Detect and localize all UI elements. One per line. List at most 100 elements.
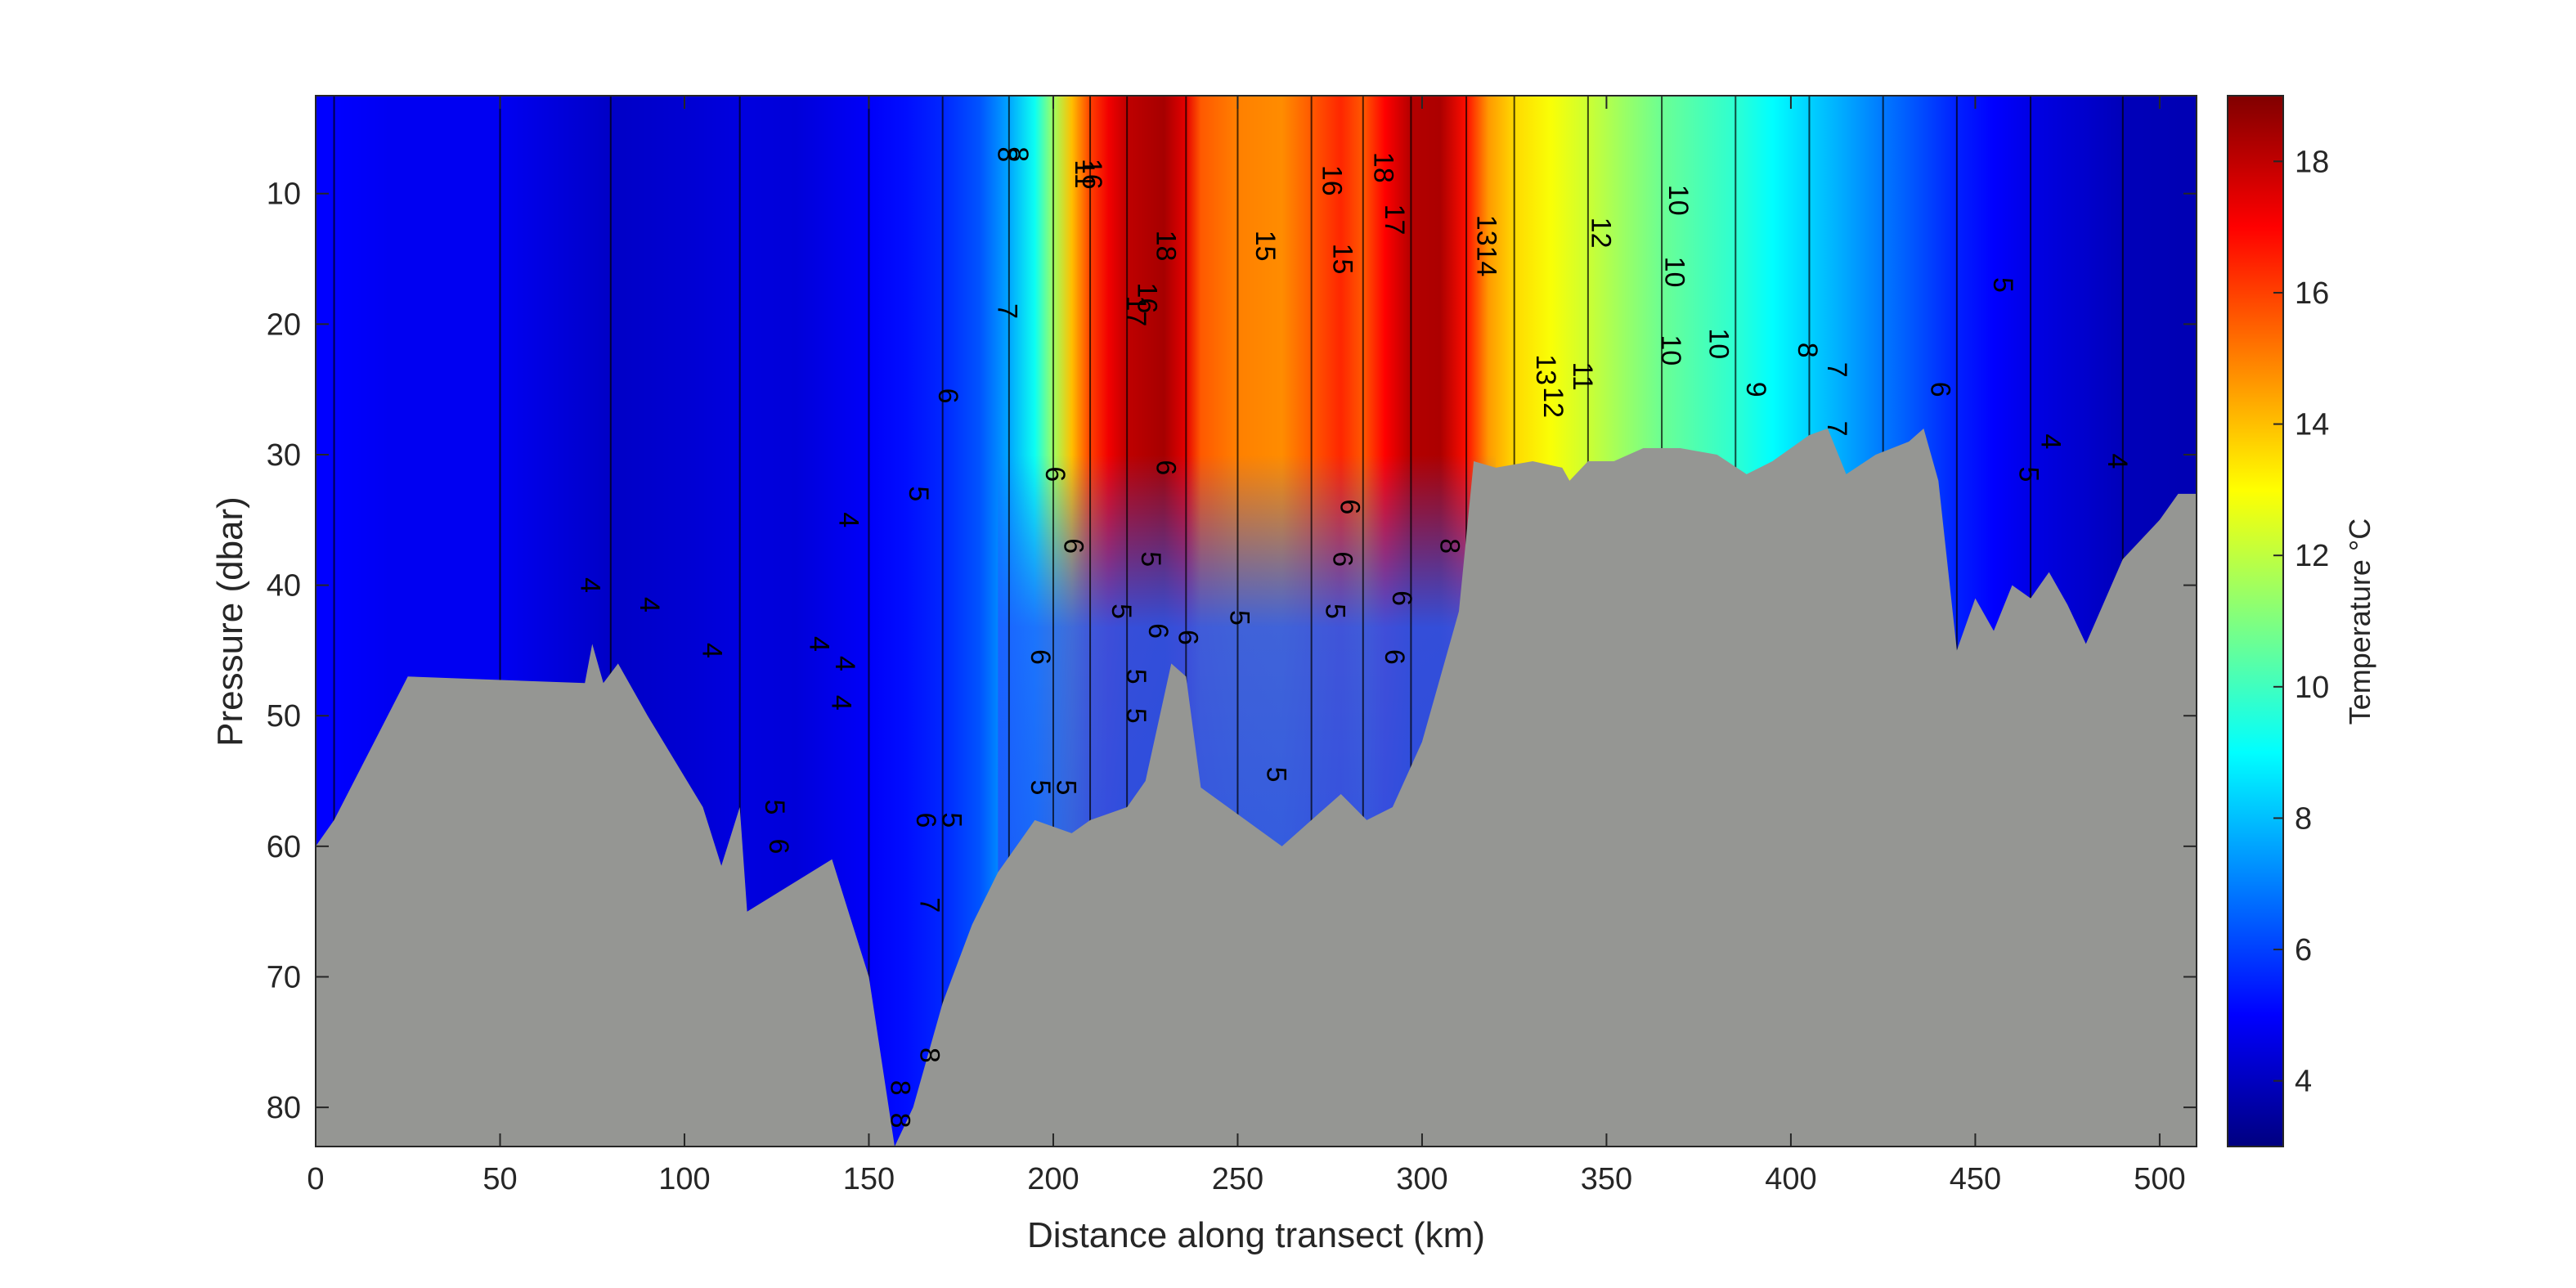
colorbar-tick-label: 14 bbox=[2295, 408, 2329, 442]
contour-label: 8 bbox=[885, 1080, 916, 1096]
plot-frame bbox=[315, 95, 2197, 1147]
contour-label: 4 bbox=[832, 512, 864, 527]
contour-label: 4 bbox=[696, 643, 727, 658]
contour-label: 8 bbox=[885, 1113, 916, 1129]
contour-label: 5 bbox=[1320, 604, 1351, 619]
x-tick-label: 100 bbox=[658, 1162, 710, 1196]
contour-label: 6 bbox=[1335, 499, 1366, 514]
contour-label: 10 bbox=[1659, 257, 1690, 288]
contour-label: 15 bbox=[1250, 231, 1281, 262]
contour-label: 5 bbox=[1050, 780, 1081, 796]
contour-label: 6 bbox=[910, 812, 941, 828]
colorbar bbox=[2227, 95, 2284, 1147]
contour-label: 10 bbox=[1703, 328, 1735, 359]
x-tick-label: 500 bbox=[2134, 1162, 2185, 1196]
y-tick-label: 20 bbox=[267, 307, 301, 342]
contour-label: 6 bbox=[1150, 460, 1181, 475]
colorbar-tick-label: 10 bbox=[2295, 671, 2329, 705]
contour-label: 18 bbox=[1367, 152, 1398, 183]
contour-label: 7 bbox=[1821, 362, 1852, 378]
contour-label: 7 bbox=[1821, 421, 1852, 437]
colorbar-tick-label: 12 bbox=[2295, 539, 2329, 573]
contour-label: 11 bbox=[1567, 362, 1598, 391]
contour-label: 15 bbox=[1327, 244, 1358, 275]
y-tick-label: 80 bbox=[267, 1091, 301, 1125]
y-tick-label: 30 bbox=[267, 438, 301, 473]
contour-label: 10 bbox=[1663, 185, 1694, 216]
contour-label: 17 bbox=[1120, 295, 1151, 326]
contour-label: 5 bbox=[1987, 277, 2018, 293]
contour-label: 4 bbox=[825, 695, 856, 711]
x-tick-label: 300 bbox=[1396, 1162, 1447, 1196]
contour-label: 16 bbox=[1076, 159, 1107, 190]
contour-label: 8 bbox=[914, 1048, 945, 1063]
x-tick-label: 250 bbox=[1212, 1162, 1263, 1196]
contour-label: 10 bbox=[1655, 334, 1686, 366]
contour-label: 5 bbox=[1135, 551, 1166, 567]
x-tick-label: 0 bbox=[307, 1162, 324, 1196]
contour-label: 4 bbox=[2102, 454, 2133, 469]
contour-label: 6 bbox=[1142, 623, 1174, 639]
contour-label: 5 bbox=[1120, 669, 1151, 684]
contour-label: 16 bbox=[1316, 165, 1347, 196]
colorbar-tick-label: 4 bbox=[2295, 1065, 2312, 1099]
colorbar-tick-label: 16 bbox=[2295, 276, 2329, 311]
x-tick-label: 350 bbox=[1581, 1162, 1632, 1196]
contour-label: 6 bbox=[1058, 538, 1089, 554]
contour-label: 5 bbox=[1120, 708, 1151, 724]
x-tick-label: 150 bbox=[843, 1162, 895, 1196]
contour-label: 8 bbox=[1792, 343, 1823, 358]
y-tick-label: 10 bbox=[267, 177, 301, 212]
contour-label: 6 bbox=[1327, 551, 1358, 567]
contour-label: 6 bbox=[932, 388, 963, 404]
contour-label: 5 bbox=[936, 812, 967, 828]
x-axis: 0 50 100 150 200 250 300 350 400 450 500 bbox=[307, 96, 2186, 1196]
contour-label: 4 bbox=[634, 597, 665, 613]
x-tick-label: 450 bbox=[1950, 1162, 2001, 1196]
contour-label: 6 bbox=[1039, 466, 1070, 482]
y-axis: 10 20 30 40 50 60 70 80 bbox=[267, 177, 2197, 1125]
contour-label: 8 bbox=[1003, 146, 1034, 162]
contour-label: 6 bbox=[1379, 649, 1410, 665]
contour-label: 11 bbox=[1069, 159, 1100, 188]
contour-label: 17 bbox=[1379, 204, 1410, 236]
colorbar-tick-label: 18 bbox=[2295, 145, 2329, 179]
contour-label: 5 bbox=[1261, 767, 1292, 783]
contour-label: 6 bbox=[1386, 590, 1417, 606]
x-tick-label: 200 bbox=[1027, 1162, 1079, 1196]
contour-label: 6 bbox=[763, 838, 794, 854]
contour-label: 8 bbox=[1434, 538, 1465, 554]
y-tick-label: 40 bbox=[267, 569, 301, 604]
colorbar-label: Temperature °C bbox=[2343, 518, 2376, 725]
x-axis-label: Distance along transect (km) bbox=[1027, 1215, 1485, 1255]
contour-label: 7 bbox=[991, 303, 1022, 319]
colorbar-tick-label: 6 bbox=[2295, 933, 2312, 967]
contour-label: 6 bbox=[1025, 649, 1056, 665]
contour-label: 16 bbox=[1132, 282, 1163, 313]
y-tick-label: 60 bbox=[267, 830, 301, 864]
contour-label: 4 bbox=[2035, 434, 2067, 450]
colorbar-ticks: 4 6 8 10 12 14 16 18 bbox=[2273, 145, 2329, 1099]
contour-label: 12 bbox=[1537, 387, 1568, 418]
contour-label: 4 bbox=[575, 577, 606, 593]
y-tick-label: 50 bbox=[267, 699, 301, 734]
colorbar-tick-label: 8 bbox=[2295, 801, 2312, 836]
contour-label: 12 bbox=[1585, 218, 1616, 249]
y-tick-label: 70 bbox=[267, 960, 301, 994]
contour-label: 5 bbox=[1224, 610, 1255, 626]
x-tick-label: 400 bbox=[1765, 1162, 1816, 1196]
contour-label: 6 bbox=[1172, 630, 1203, 645]
contour-label: 5 bbox=[759, 800, 790, 815]
contour-label: 5 bbox=[2013, 466, 2044, 482]
contour-label: 13 bbox=[1530, 354, 1561, 385]
contour-label: 8 bbox=[991, 146, 1022, 162]
contour-label: 4 bbox=[803, 636, 834, 652]
contour-label: 4 bbox=[829, 656, 860, 671]
contour-label: 1314 bbox=[1471, 215, 1502, 277]
contour-label: 6 bbox=[1924, 382, 1955, 397]
contour-label: 5 bbox=[903, 486, 934, 501]
contour-label: 5 bbox=[1106, 604, 1137, 619]
